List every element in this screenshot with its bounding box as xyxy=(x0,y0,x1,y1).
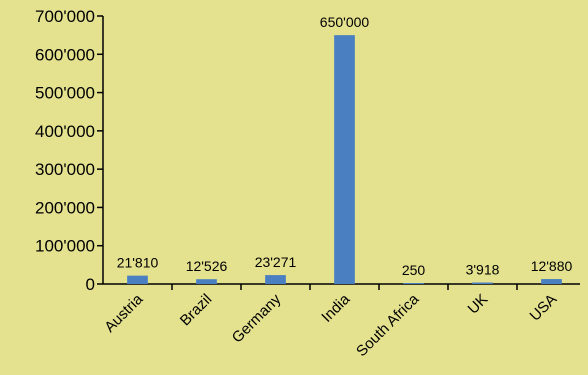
bar-uk xyxy=(472,282,493,284)
data-label: 250 xyxy=(402,262,426,278)
bar-germany xyxy=(265,275,286,284)
bar-brazil xyxy=(196,279,217,284)
bars xyxy=(127,35,562,285)
y-axis: 0 100'000 200'000 300'000 400'000 500'000 600'… xyxy=(35,7,104,294)
data-label: 650'000 xyxy=(320,14,370,30)
y-tick-label: 200'000 xyxy=(35,198,95,217)
data-label: 21'810 xyxy=(117,255,159,271)
x-axis xyxy=(103,283,580,290)
y-tick-label: 300'000 xyxy=(35,160,95,179)
category-label: UK xyxy=(465,291,492,318)
bar-south-africa xyxy=(403,283,424,284)
data-label: 3'918 xyxy=(466,261,500,277)
y-tick-label: 700'000 xyxy=(35,7,95,26)
data-label: 23'271 xyxy=(255,254,297,270)
category-label: USA xyxy=(526,291,560,325)
category-label: South Africa xyxy=(353,290,423,360)
bar-austria xyxy=(127,275,148,284)
category-label: Brazil xyxy=(177,291,216,330)
y-tick-label: 500'000 xyxy=(35,84,95,103)
category-label: Austria xyxy=(101,290,146,335)
data-labels: 21'810 12'526 23'271 650'000 250 3'918 12'880 xyxy=(117,14,573,278)
category-labels: Austria Brazil Germany India South Africa UK U… xyxy=(101,290,560,360)
y-tick-label: 400'000 xyxy=(35,122,95,141)
category-label: Germany xyxy=(229,290,285,346)
category-label: India xyxy=(318,290,353,325)
y-tick-label: 100'000 xyxy=(35,237,95,256)
data-label: 12'526 xyxy=(186,258,228,274)
y-tick-label: 600'000 xyxy=(35,45,95,64)
data-label: 12'880 xyxy=(531,258,573,274)
bar-usa xyxy=(541,279,562,284)
y-tick-label: 0 xyxy=(86,275,95,294)
bar-india xyxy=(334,35,355,285)
